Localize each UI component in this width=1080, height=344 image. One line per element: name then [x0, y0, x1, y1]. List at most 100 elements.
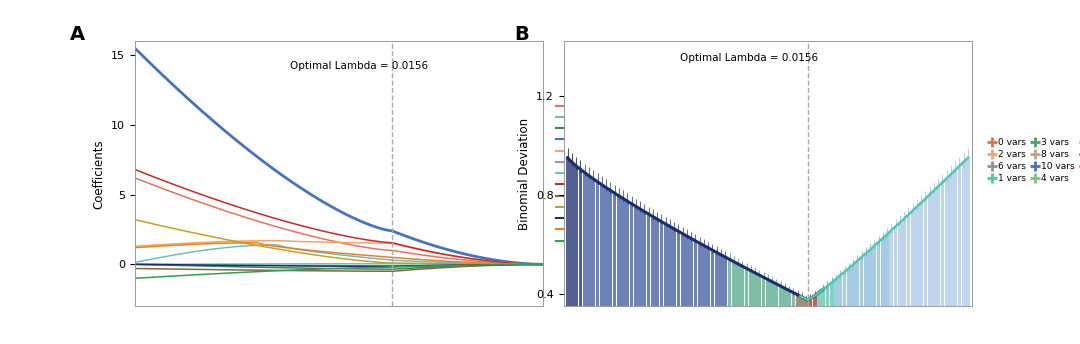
Bar: [621, 198, 625, 344]
Bar: [813, 295, 816, 344]
Bar: [741, 266, 744, 344]
Bar: [847, 268, 851, 344]
Bar: [967, 158, 970, 344]
Bar: [923, 199, 928, 344]
Bar: [936, 186, 940, 344]
Bar: [566, 158, 569, 344]
Bar: [672, 229, 676, 344]
Bar: [579, 169, 582, 344]
Bar: [570, 162, 573, 344]
Bar: [962, 162, 966, 344]
Bar: [834, 279, 838, 344]
Bar: [706, 248, 711, 344]
Legend: 0 vars, 2 vars, 6 vars, 1 vars, 3 vars, 8 vars, 10 vars, 4 vars, 9 vars, 11 vars: 0 vars, 2 vars, 6 vars, 1 vars, 3 vars, …: [985, 134, 1080, 187]
Bar: [753, 273, 757, 344]
Bar: [825, 286, 829, 344]
Bar: [941, 182, 944, 344]
Bar: [732, 262, 735, 344]
Bar: [829, 282, 834, 344]
Bar: [612, 193, 617, 344]
Bar: [915, 207, 919, 344]
Bar: [897, 223, 902, 344]
Bar: [842, 272, 847, 344]
Bar: [928, 195, 932, 344]
Bar: [630, 204, 634, 344]
Bar: [949, 174, 953, 344]
Bar: [647, 214, 650, 344]
Bar: [757, 275, 761, 344]
Bar: [702, 246, 706, 344]
Bar: [737, 264, 740, 344]
Text: A: A: [70, 25, 85, 44]
Bar: [724, 257, 727, 344]
Bar: [958, 166, 961, 344]
Bar: [575, 166, 578, 344]
Bar: [664, 224, 667, 344]
Bar: [864, 254, 867, 344]
Bar: [855, 261, 860, 344]
Bar: [886, 234, 889, 344]
Bar: [745, 268, 748, 344]
Bar: [719, 255, 723, 344]
Bar: [873, 246, 876, 344]
Bar: [800, 297, 804, 344]
Y-axis label: Coefficients: Coefficients: [93, 139, 106, 208]
Bar: [774, 284, 779, 344]
Bar: [906, 215, 910, 344]
Bar: [818, 292, 821, 344]
Bar: [796, 295, 799, 344]
Bar: [954, 170, 957, 344]
Bar: [761, 277, 766, 344]
Legend: C14orf132, CFH, COL8A1, CTGF, FIBIN, FRZB, ITGBL1, LTBP2, MFAP4, NPPA, OMD, PREL: C14orf132, CFH, COL8A1, CTGF, FIBIN, FRZ…: [552, 98, 623, 249]
Bar: [625, 201, 630, 344]
Bar: [770, 282, 774, 344]
Bar: [748, 271, 753, 344]
Bar: [877, 242, 880, 344]
Bar: [766, 280, 770, 344]
Y-axis label: Binomial Deviation: Binomial Deviation: [517, 118, 530, 230]
Bar: [660, 222, 663, 344]
Bar: [676, 231, 680, 344]
Text: B: B: [515, 25, 529, 44]
Bar: [851, 265, 855, 344]
Bar: [932, 191, 935, 344]
Bar: [669, 226, 672, 344]
Bar: [638, 209, 642, 344]
Bar: [860, 257, 863, 344]
Bar: [656, 219, 659, 344]
Bar: [919, 203, 923, 344]
Bar: [689, 238, 693, 344]
Bar: [821, 289, 825, 344]
Bar: [617, 196, 621, 344]
Bar: [902, 219, 906, 344]
Bar: [838, 276, 842, 344]
Bar: [945, 178, 948, 344]
Text: Optimal Lambda = 0.0156: Optimal Lambda = 0.0156: [679, 53, 818, 63]
Bar: [698, 243, 702, 344]
Bar: [643, 212, 646, 344]
Bar: [894, 227, 897, 344]
Bar: [608, 190, 612, 344]
Bar: [685, 236, 689, 344]
Bar: [604, 187, 608, 344]
Bar: [583, 173, 586, 344]
Bar: [792, 293, 795, 344]
Bar: [728, 259, 731, 344]
Bar: [693, 241, 698, 344]
Bar: [809, 299, 812, 344]
Bar: [596, 182, 599, 344]
Bar: [599, 185, 604, 344]
Bar: [592, 179, 595, 344]
Bar: [651, 217, 654, 344]
Bar: [711, 250, 714, 344]
Bar: [783, 288, 786, 344]
Bar: [779, 286, 783, 344]
Bar: [805, 299, 808, 344]
Bar: [634, 206, 637, 344]
Bar: [881, 238, 885, 344]
Bar: [680, 234, 685, 344]
Bar: [715, 252, 718, 344]
Text: Optimal Lambda = 0.0156: Optimal Lambda = 0.0156: [291, 61, 429, 71]
Bar: [890, 230, 893, 344]
Bar: [588, 176, 591, 344]
